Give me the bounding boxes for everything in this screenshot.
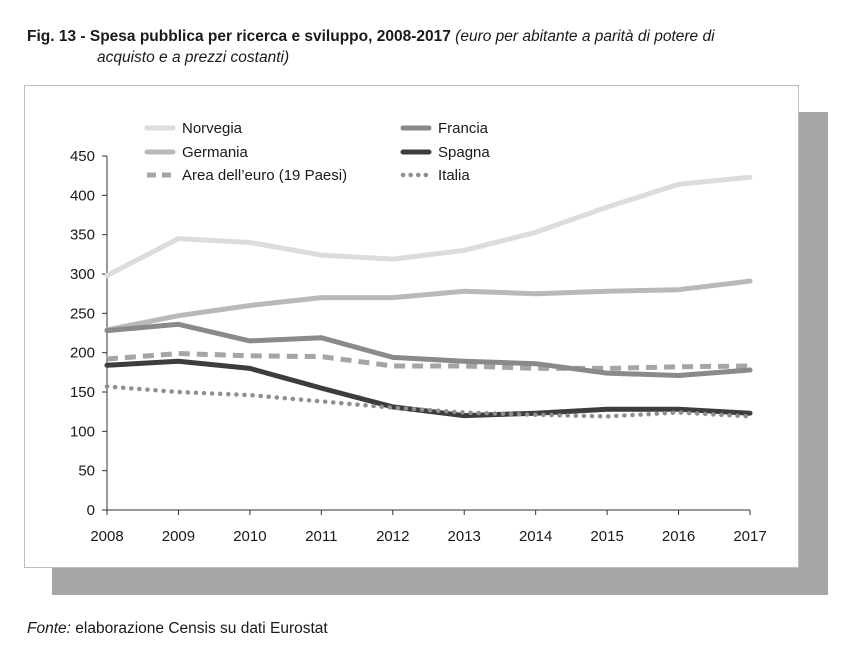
y-tick-label: 300: [70, 266, 95, 283]
y-tick-label: 100: [70, 423, 95, 440]
figure-subtitle-line2: acquisto e a prezzi costanti): [97, 49, 290, 66]
x-tick-label: 2012: [376, 528, 409, 545]
figure-subtitle: (euro per abitante a parità di potere di: [455, 28, 715, 45]
y-tick-label: 50: [78, 463, 95, 480]
series-line-norvegia: [104, 174, 753, 279]
x-tick-label: 2015: [590, 528, 623, 545]
x-tick-label: 2013: [448, 528, 481, 545]
legend-label-area-dell-euro-19-paesi: Area dell’euro (19 Paesi): [182, 167, 347, 184]
legend-label-italia: Italia: [438, 167, 470, 184]
y-tick-label: 200: [70, 345, 95, 362]
series-line-italia: [104, 384, 753, 419]
legend-label-germania: Germania: [182, 144, 249, 161]
y-tick-label: 350: [70, 227, 95, 244]
source-label: Fonte:: [27, 620, 71, 637]
y-tick-label: 250: [70, 305, 95, 322]
figure-title: Fig. 13 - Spesa pubblica per ricerca e s…: [27, 26, 837, 68]
x-tick-label: 2014: [519, 528, 552, 545]
x-tick-label: 2009: [162, 528, 195, 545]
line-chart: 0 50 100 150 200 250 300 350 400 450 2008 2009 2010 2…: [70, 120, 767, 545]
x-tick-label: 2010: [233, 528, 266, 545]
chart-panel: 0 50 100 150 200 250 300 350 400 450 2008 2009 2010 2…: [24, 85, 799, 568]
source-note: Fonte: elaborazione Censis su dati Euros…: [27, 620, 328, 638]
series-line-germania: [104, 278, 753, 333]
series-line-francia: [104, 321, 753, 378]
source-text: elaborazione Censis su dati Eurostat: [75, 620, 328, 637]
legend-label-francia: Francia: [438, 120, 489, 137]
legend-label-norvegia: Norvegia: [182, 120, 243, 137]
y-tick-label: 0: [87, 502, 95, 519]
y-tick-label: 450: [70, 148, 95, 165]
figure-label: Fig. 13 - Spesa pubblica per ricerca e s…: [27, 28, 451, 45]
x-tick-label: 2008: [90, 528, 123, 545]
y-tick-label: 150: [70, 384, 95, 401]
y-tick-label: 400: [70, 187, 95, 204]
x-tick-label: 2016: [662, 528, 695, 545]
legend-label-spagna: Spagna: [438, 144, 490, 161]
x-tick-label: 2017: [733, 528, 766, 545]
x-tick-label: 2011: [305, 528, 337, 545]
